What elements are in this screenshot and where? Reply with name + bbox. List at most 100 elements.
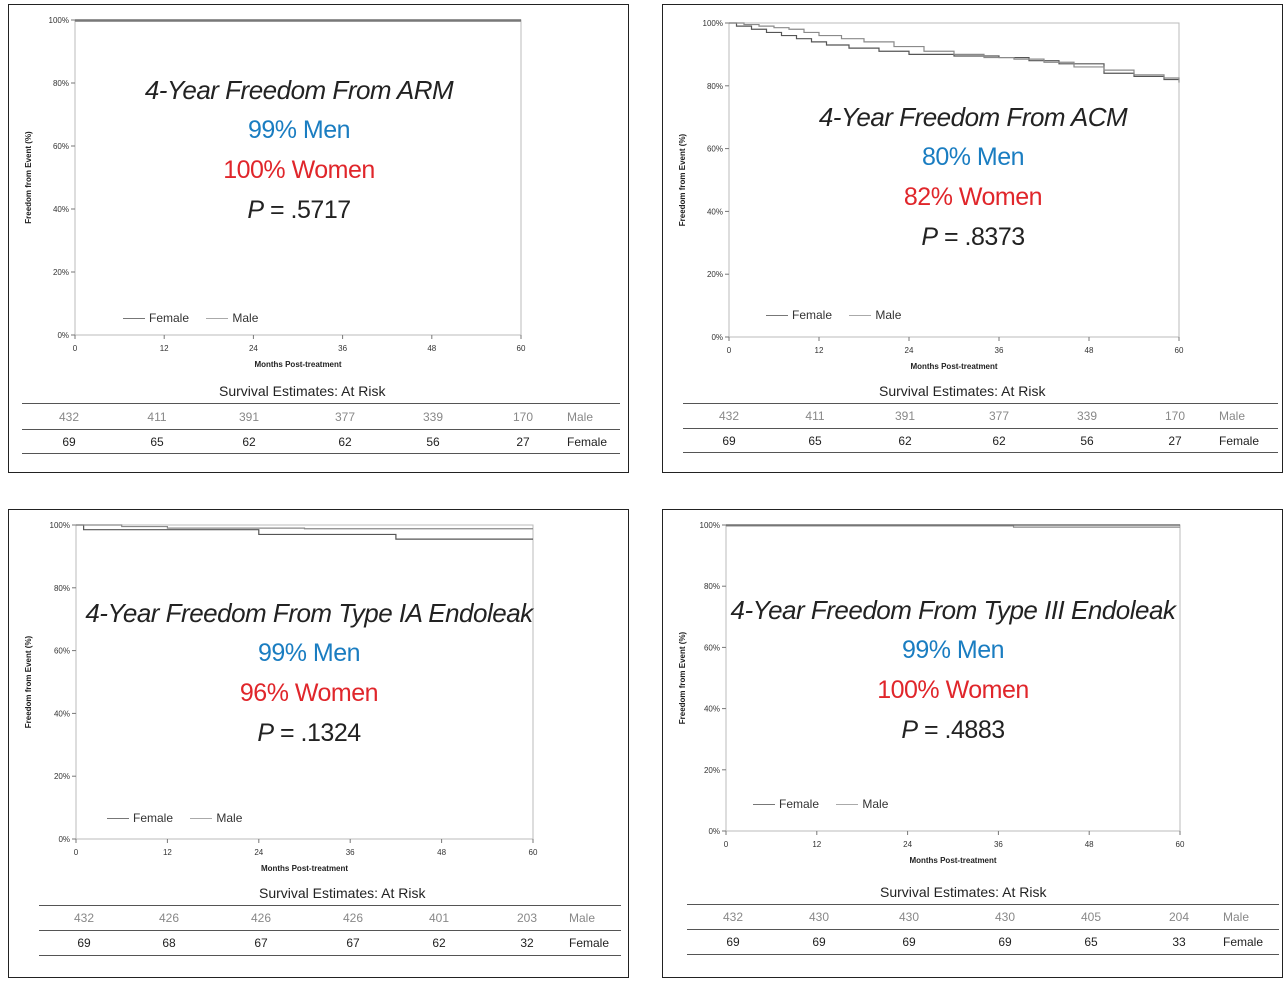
- x-tick-label: 24: [905, 346, 914, 355]
- y-tick-label: 40%: [54, 709, 70, 718]
- x-tick-label: 36: [346, 848, 355, 857]
- km-plot-type-iii: 100% 80% 60% 40% 20% 0% 0 12 24 36 48 60 Months Post…: [678, 521, 1185, 865]
- women-result: 82% Women: [903, 183, 1043, 211]
- y-tick-label: 80%: [707, 82, 723, 91]
- p-number: = .4883: [924, 716, 1005, 744]
- series-line-female: [76, 524, 533, 540]
- y-tick-label: 60%: [704, 643, 720, 652]
- x-tick-label: 12: [815, 346, 824, 355]
- men-result: 99% Men: [901, 636, 1005, 664]
- km-panel-type-ia-endoleak: 100% 80% 60% 40% 20% 0% 0 12 24 36 48 60 Months Post…: [8, 509, 629, 978]
- men-result: 99% Men: [247, 116, 351, 144]
- series-line-male: [76, 524, 533, 530]
- x-tick-label: 0: [73, 344, 78, 353]
- x-tick-label: 36: [994, 840, 1003, 849]
- y-tick-label: 0%: [58, 835, 70, 844]
- p-value: P = .5717: [79, 190, 519, 230]
- y-tick-label: 60%: [53, 142, 69, 151]
- x-tick-label: 60: [1176, 840, 1185, 849]
- legend: Female Male: [753, 797, 902, 811]
- y-axis-label: Freedom from Event (%): [678, 133, 687, 226]
- x-axis-label: Months Post-treatment: [261, 864, 348, 873]
- x-tick-label: 0: [727, 346, 732, 355]
- y-axis-label: Freedom from Event (%): [678, 631, 687, 724]
- risk-row-male: 432 411 391 377 339 170 Male: [718, 409, 1246, 423]
- risk-row-female: 69 65 62 62 56 27 Female: [722, 434, 1260, 448]
- x-tick-label: 12: [160, 344, 169, 353]
- y-tick-label: 80%: [54, 584, 70, 593]
- risk-title: Survival Estimates: At Risk: [219, 383, 386, 399]
- men-result: 99% Men: [257, 639, 361, 667]
- y-tick-label: 80%: [704, 582, 720, 591]
- p-value: P = .4883: [723, 710, 1183, 750]
- legend-female: Female: [753, 797, 819, 811]
- x-axis-label: Months Post-treatment: [254, 360, 341, 369]
- legend-female: Female: [123, 311, 189, 325]
- x-tick-label: 24: [903, 840, 912, 849]
- y-tick-label: 100%: [49, 16, 69, 25]
- legend-male: Male: [190, 811, 242, 825]
- y-tick-label: 100%: [700, 521, 720, 530]
- km-panel-acm: 100% 80% 60% 40% 20% 0% 0 12 24 36 48 60 Months Post…: [662, 4, 1283, 473]
- y-tick-label: 40%: [707, 207, 723, 216]
- y-tick-label: 100%: [50, 521, 70, 530]
- result-text-block: 4-Year Freedom From ACM 80% Men 82% Wome…: [753, 97, 1193, 257]
- risk-row-male: 432 430 430 430 405 204 Male: [722, 910, 1250, 924]
- y-tick-label: 60%: [707, 145, 723, 154]
- x-tick-label: 60: [529, 848, 538, 857]
- p-number: = .1324: [280, 719, 361, 747]
- y-tick-label: 100%: [703, 19, 723, 28]
- women-result: 100% Women: [223, 156, 375, 184]
- y-axis-label: Freedom from Event (%): [24, 131, 33, 224]
- men-result: 80% Men: [921, 143, 1025, 171]
- plot-frame: [75, 524, 534, 840]
- y-tick-label: 20%: [53, 268, 69, 277]
- x-tick-label: 24: [249, 344, 258, 353]
- legend-male: Male: [849, 308, 901, 322]
- plot-frame: [728, 22, 1180, 338]
- risk-row-female: 69 69 69 69 65 33 Female: [726, 935, 1264, 949]
- x-tick-label: 60: [517, 344, 526, 353]
- p-value: P = .1324: [69, 713, 549, 753]
- p-prefix: P: [247, 196, 264, 224]
- legend-male: Male: [836, 797, 888, 811]
- chart-title: 4-Year Freedom From ARM: [144, 75, 454, 105]
- km-panel-arm: 100% 80% 60% 40% 20% 0% 0 12 24 36 48 60 Months Post…: [8, 4, 629, 473]
- risk-row-male: 432 411 391 377 339 170 Male: [58, 410, 594, 424]
- km-plot-arm: 100% 80% 60% 40% 20% 0% 0 12 24 36 48 60 Months Post…: [24, 16, 526, 369]
- chart-title: 4-Year Freedom From ACM: [818, 102, 1128, 132]
- risk-title: Survival Estimates: At Risk: [259, 885, 426, 901]
- x-tick-label: 36: [338, 344, 347, 353]
- women-result: 96% Women: [239, 679, 379, 707]
- y-tick-label: 40%: [704, 705, 720, 714]
- p-prefix: P: [921, 223, 938, 251]
- series-line-male: [729, 22, 1180, 83]
- risk-row-female: 69 65 62 62 56 27 Female: [62, 435, 608, 449]
- x-tick-label: 48: [1085, 840, 1094, 849]
- x-tick-label: 24: [254, 848, 263, 857]
- series-line-female: [729, 22, 1179, 81]
- chart-title: 4-Year Freedom From Type IA Endoleak: [85, 598, 533, 628]
- series-line-male: [726, 525, 1180, 528]
- y-tick-label: 0%: [711, 333, 723, 342]
- risk-row-female: 69 68 67 67 62 32 Female: [77, 936, 610, 950]
- y-tick-label: 20%: [704, 766, 720, 775]
- x-tick-label: 0: [74, 848, 79, 857]
- legend: Female Male: [123, 311, 272, 325]
- x-tick-label: 12: [163, 848, 172, 857]
- y-tick-label: 0%: [708, 827, 720, 836]
- risk-row-male: 432 426 426 426 401 203 Male: [73, 911, 596, 925]
- y-axis-label: Freedom from Event (%): [24, 635, 33, 728]
- km-plot-acm: 100% 80% 60% 40% 20% 0% 0 12 24 36 48 60 Months Post…: [678, 19, 1184, 371]
- x-axis-label: Months Post-treatment: [910, 362, 997, 371]
- p-value: P = .8373: [753, 217, 1193, 257]
- legend-female: Female: [107, 811, 173, 825]
- km-panel-type-iii-endoleak: 100% 80% 60% 40% 20% 0% 0 12 24 36 48 60 Months Post…: [662, 509, 1283, 978]
- p-number: = .8373: [944, 223, 1025, 251]
- y-tick-label: 60%: [54, 647, 70, 656]
- p-prefix: P: [901, 716, 918, 744]
- legend-male: Male: [206, 311, 258, 325]
- p-number: = .5717: [270, 196, 351, 224]
- risk-title: Survival Estimates: At Risk: [880, 884, 1047, 900]
- result-text-block: 4-Year Freedom From Type IA Endoleak 99%…: [69, 593, 549, 753]
